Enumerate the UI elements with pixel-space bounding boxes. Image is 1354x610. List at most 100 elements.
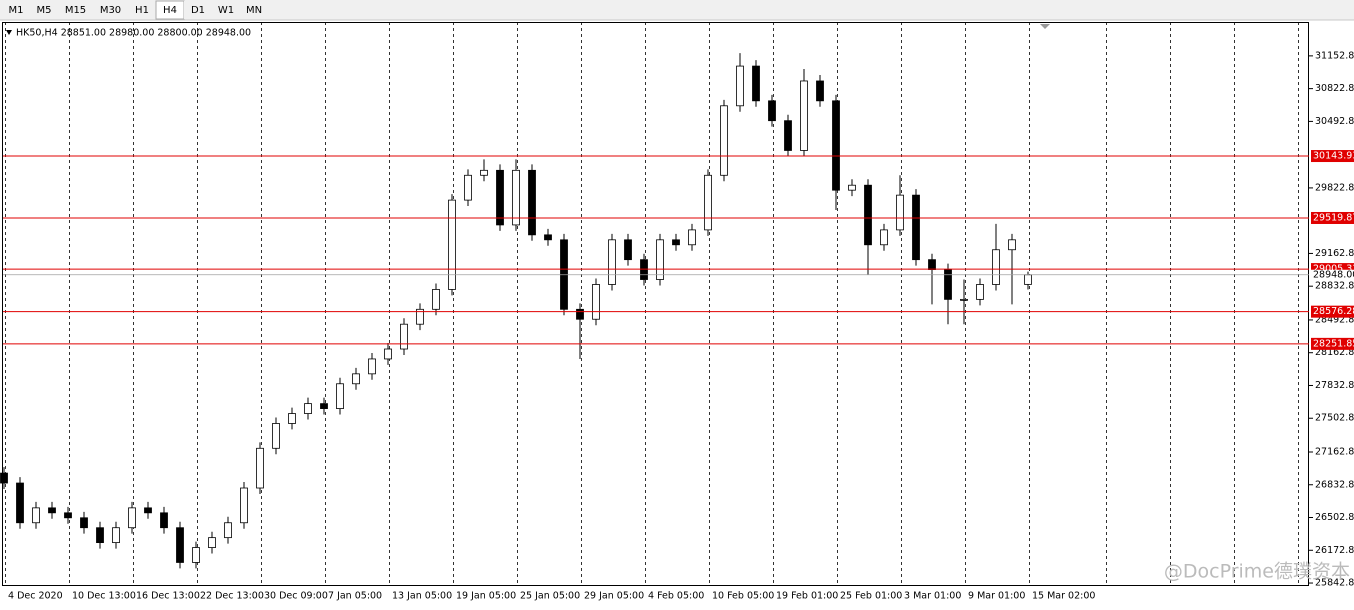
candle-body <box>912 194 920 261</box>
candle-body <box>624 239 632 261</box>
y-tick-label: 30822.80 <box>1315 83 1354 94</box>
current-price-label: 28948.00 <box>1313 269 1354 280</box>
timeframe-button[interactable] <box>212 1 240 19</box>
candle-body <box>688 229 696 246</box>
candle-body <box>208 537 216 548</box>
candle-body <box>656 239 664 280</box>
candle-body <box>992 249 1000 285</box>
candle-body <box>176 527 184 563</box>
timeframe-label[interactable]: H4 <box>163 5 177 16</box>
candle-body <box>80 517 88 529</box>
timeframe-button[interactable] <box>184 1 212 19</box>
y-tick-label: 31152.80 <box>1315 50 1354 61</box>
candle-body <box>304 403 312 414</box>
candle-body <box>224 522 232 539</box>
y-tick-label: 27162.80 <box>1315 446 1354 457</box>
candle-body <box>256 447 264 489</box>
y-tick-label: 29162.80 <box>1315 248 1354 259</box>
timeframe-label[interactable]: H1 <box>135 5 149 16</box>
level-label: 29519.87 <box>1313 212 1354 223</box>
y-tick-label: 28162.80 <box>1315 347 1354 358</box>
timeframe-label[interactable]: M30 <box>100 5 121 16</box>
y-tick-label: 26172.80 <box>1315 545 1354 556</box>
x-tick-label: 10 Dec 13:00 <box>72 591 136 602</box>
timeframe-label[interactable]: M5 <box>37 5 52 16</box>
x-tick-label: 9 Mar 01:00 <box>968 591 1025 602</box>
timeframe-button[interactable] <box>93 1 128 19</box>
level-label: 28576.28 <box>1313 306 1354 317</box>
x-tick-label: 3 Mar 01:00 <box>904 591 961 602</box>
candle-body <box>976 284 984 300</box>
candle-body <box>1024 274 1032 285</box>
info-arrow <box>6 30 12 35</box>
level-label: 29005.31 <box>1313 264 1354 275</box>
timeframe-button[interactable] <box>58 1 93 19</box>
candle-body <box>32 507 40 524</box>
timeframe-button[interactable] <box>240 1 268 19</box>
level-tag <box>1311 150 1354 163</box>
x-tick-label: 10 Feb 05:00 <box>712 591 774 602</box>
level-tag <box>1311 305 1354 318</box>
candle-body <box>384 348 392 360</box>
y-tick-label: 27502.80 <box>1315 413 1354 424</box>
x-tick-label: 25 Jan 05:00 <box>520 591 580 602</box>
candle-body <box>64 512 72 519</box>
watermark: @DocPrime德璞资本 <box>1164 561 1350 583</box>
candle-body <box>672 239 680 246</box>
candle-body <box>544 234 552 241</box>
x-tick-label: 15 Mar 02:00 <box>1032 591 1095 602</box>
candle-body <box>336 383 344 409</box>
level-tag <box>1311 337 1354 350</box>
candle-body <box>752 65 760 102</box>
timeframe-button[interactable] <box>2 1 30 19</box>
y-tick-label: 25842.80 <box>1315 578 1354 589</box>
timeframe-label[interactable]: W1 <box>218 5 234 16</box>
y-tick-label: 28832.80 <box>1315 281 1354 292</box>
candle-body <box>112 527 120 544</box>
timeframe-button[interactable] <box>128 1 156 19</box>
candle-body <box>832 100 840 191</box>
timeframe-label[interactable]: M15 <box>65 5 86 16</box>
candle-body <box>272 423 280 449</box>
candle-body <box>464 174 472 201</box>
candle-body <box>1008 239 1016 251</box>
candle-body <box>768 100 776 122</box>
candle-body <box>816 80 824 102</box>
timeframe-label[interactable]: M1 <box>9 5 24 16</box>
timeframe-label[interactable]: MN <box>246 5 262 16</box>
y-tick-label: 26832.80 <box>1315 479 1354 490</box>
candle-body <box>944 269 952 300</box>
toolbar-bg <box>0 0 1354 20</box>
candle-body <box>128 507 136 529</box>
symbol-info: HK50,H4 28851.00 28980.00 28800.00 28948… <box>16 28 251 39</box>
candle-body <box>608 239 616 285</box>
current-price-tag <box>1311 269 1354 280</box>
y-tick-label: 30492.80 <box>1315 116 1354 127</box>
candle-body <box>880 229 888 246</box>
x-tick-label: 19 Feb 01:00 <box>776 591 838 602</box>
x-tick-label: 4 Dec 2020 <box>8 591 63 602</box>
candle-body <box>400 323 408 350</box>
candle-body <box>576 308 584 320</box>
candle-body <box>720 105 728 176</box>
y-tick-label: 28492.80 <box>1315 314 1354 325</box>
y-tick-label: 29822.80 <box>1315 182 1354 193</box>
candle-body <box>240 487 248 524</box>
timeframe-label[interactable]: D1 <box>191 5 205 16</box>
candle-body <box>800 80 808 151</box>
y-tick-label: 27832.80 <box>1315 380 1354 391</box>
candle-body <box>960 298 968 301</box>
timeframe-button[interactable] <box>30 1 58 19</box>
candle-body <box>320 403 328 409</box>
candle-body <box>784 120 792 151</box>
candle-body <box>352 373 360 385</box>
candle-body <box>736 65 744 107</box>
x-tick-label: 13 Jan 05:00 <box>392 591 452 602</box>
candle-body <box>640 259 648 280</box>
candle-body <box>928 259 936 270</box>
x-tick-label: 7 Jan 05:00 <box>328 591 382 602</box>
x-tick-label: 4 Feb 05:00 <box>648 591 704 602</box>
shift-marker <box>1040 24 1050 29</box>
candle-body <box>496 169 504 226</box>
